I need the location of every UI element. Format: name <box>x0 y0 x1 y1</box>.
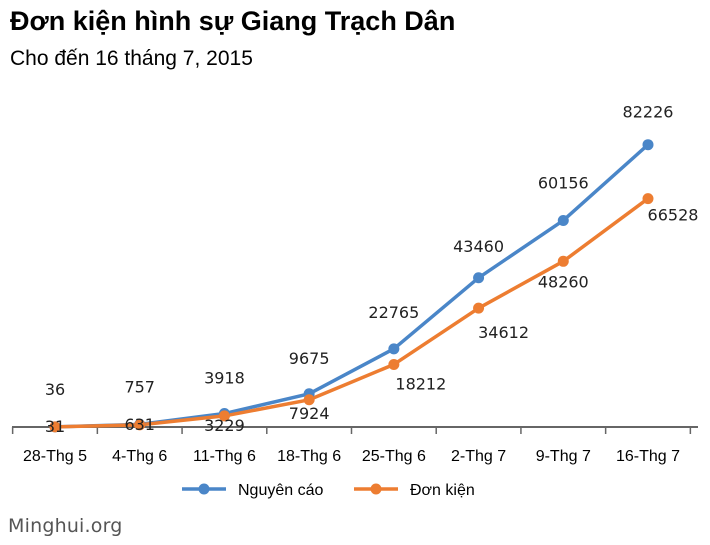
x-tick-label: 18-Thg 6 <box>277 448 341 465</box>
x-tick-label: 16-Thg 7 <box>616 448 680 465</box>
legend-marker <box>370 483 382 495</box>
chart-subtitle: Cho đến 16 tháng 7, 2015 <box>10 47 253 70</box>
data-label: 3229 <box>204 416 245 435</box>
legend-label: Nguyên cáo <box>238 482 323 499</box>
series-line-1 <box>54 197 650 429</box>
data-label: 43460 <box>453 237 504 256</box>
data-label: 9675 <box>289 349 330 368</box>
chart-title: Đơn kiện hình sự Giang Trạch Dân <box>10 6 456 36</box>
data-point <box>134 419 146 431</box>
legend-marker <box>198 483 210 495</box>
x-axis-ticks <box>11 427 692 434</box>
data-point <box>218 410 230 422</box>
data-point <box>642 139 654 151</box>
data-labels: 36 757 3918 9675 22765 43460 60156 82226 31 631 32… <box>45 103 699 436</box>
legend: Nguyên cáo Đơn kiện <box>182 482 475 499</box>
x-tick-label: 2-Thg 7 <box>451 448 506 465</box>
x-tick-label: 4-Thg 6 <box>112 448 167 465</box>
data-label: 22765 <box>368 303 419 322</box>
x-tick-label: 25-Thg 6 <box>362 448 426 465</box>
data-label: 36 <box>45 380 65 399</box>
data-label: 82226 <box>623 103 674 122</box>
data-point <box>473 272 485 284</box>
data-label: 18212 <box>395 374 446 393</box>
series-points <box>49 139 654 433</box>
legend-label: Đơn kiện <box>410 482 475 499</box>
x-tick-label: 9-Thg 7 <box>536 448 591 465</box>
data-point <box>642 193 654 205</box>
data-label: 3918 <box>204 369 245 388</box>
data-label: 48260 <box>538 272 589 291</box>
data-label: 60156 <box>538 173 589 192</box>
data-point <box>473 302 485 314</box>
data-point <box>557 214 569 226</box>
data-label: 7924 <box>289 404 330 423</box>
data-label: 66528 <box>648 206 699 225</box>
data-label: 34612 <box>478 323 529 342</box>
data-label: 757 <box>124 377 155 396</box>
watermark-logo: Minghui.org <box>8 515 123 537</box>
x-tick-label: 11-Thg 6 <box>193 448 256 465</box>
x-tick-label: 28-Thg 5 <box>23 448 87 465</box>
series-lines <box>54 143 650 429</box>
data-point <box>388 343 400 355</box>
x-axis-tick-labels: 28-Thg 5 4-Thg 6 11-Thg 6 18-Thg 6 25-Thg 6 2… <box>23 448 680 465</box>
data-label: 31 <box>45 417 65 436</box>
data-label: 631 <box>124 415 155 434</box>
data-point <box>49 421 61 433</box>
data-point <box>557 255 569 267</box>
data-point <box>303 394 315 406</box>
data-point <box>388 358 400 370</box>
